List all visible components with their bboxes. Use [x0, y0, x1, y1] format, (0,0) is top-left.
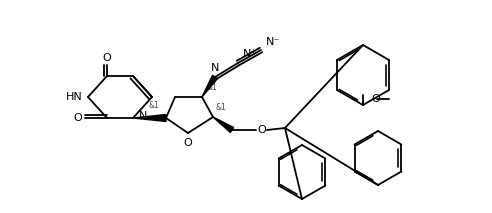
Polygon shape	[202, 75, 217, 97]
Text: O: O	[258, 125, 266, 135]
Text: N⁺: N⁺	[243, 49, 257, 59]
Text: O: O	[371, 94, 380, 104]
Text: O: O	[103, 53, 111, 63]
Text: O: O	[184, 138, 192, 148]
Text: &1: &1	[149, 102, 159, 111]
Text: N: N	[139, 111, 148, 121]
Text: &1: &1	[215, 102, 226, 111]
Text: N: N	[211, 63, 219, 73]
Text: N⁻: N⁻	[266, 37, 280, 47]
Polygon shape	[133, 115, 166, 121]
Text: &1: &1	[207, 82, 217, 92]
Text: O: O	[74, 113, 82, 123]
Text: HN: HN	[65, 92, 82, 102]
Polygon shape	[213, 117, 234, 132]
